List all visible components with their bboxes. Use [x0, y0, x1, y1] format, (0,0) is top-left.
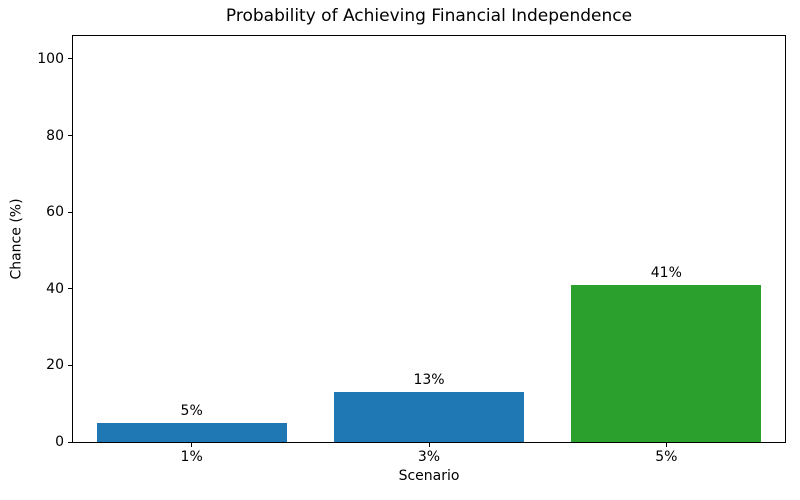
chart-title: Probability of Achieving Financial Indep… — [225, 6, 633, 26]
bar — [334, 392, 524, 442]
y-tick-label: 80 — [46, 127, 64, 144]
bar-value-label: 41% — [650, 264, 682, 281]
plot-area: 0 20 40 60 80 100 5% 1% 13% 3% 41% 5% — [37, 35, 786, 465]
bar — [96, 422, 287, 442]
x-tick-mark — [428, 442, 430, 447]
y-tick-mark — [68, 441, 73, 443]
bar — [571, 284, 762, 442]
x-tick-mark — [665, 442, 667, 447]
y-tick-mark — [68, 364, 73, 366]
y-axis-label: Chance (%) — [9, 198, 25, 280]
x-axis-label: Scenario — [398, 468, 460, 484]
x-tick-label: 1% — [180, 449, 203, 465]
y-tick-label: 60 — [46, 204, 64, 221]
y-tick-mark — [68, 211, 73, 213]
y-tick-mark — [68, 288, 73, 290]
y-tick-label: 40 — [46, 280, 64, 297]
y-tick-label: 0 — [55, 434, 64, 450]
y-tick-mark — [68, 135, 73, 137]
bar-value-label: 13% — [413, 372, 445, 389]
x-tick-label: 3% — [417, 449, 441, 465]
y-tick-label: 100 — [37, 50, 64, 67]
x-tick-label: 5% — [655, 449, 678, 465]
x-tick-mark — [191, 442, 193, 447]
bar-value-label: 5% — [180, 402, 203, 419]
y-tick-label: 20 — [46, 357, 64, 374]
y-axis-label-wrap: Chance (%) — [4, 35, 30, 443]
y-tick-mark — [68, 58, 73, 60]
